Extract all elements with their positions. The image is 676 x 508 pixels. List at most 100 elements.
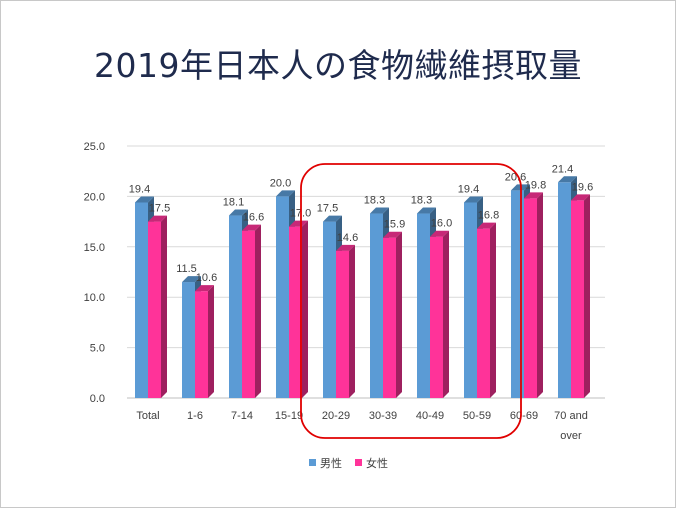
bar-front	[558, 182, 571, 398]
legend-label: 男性	[320, 456, 342, 470]
x-tick-label: 40-49	[416, 410, 444, 422]
data-label: 16.6	[243, 212, 264, 224]
bar-front	[430, 236, 443, 398]
bar-front	[511, 190, 524, 398]
bar	[477, 222, 496, 398]
data-label: 17.5	[149, 203, 170, 215]
bar-front	[182, 282, 195, 398]
x-tick-label: Total	[136, 410, 159, 422]
bar-side	[255, 224, 261, 398]
bar-front	[242, 230, 255, 398]
data-label: 19.4	[129, 183, 150, 195]
bar-top	[276, 190, 295, 197]
bar	[336, 244, 355, 398]
bar-front	[229, 215, 242, 398]
data-label: 18.3	[411, 195, 432, 207]
bar	[383, 231, 402, 398]
highlight-rect	[300, 163, 522, 439]
data-label: 19.8	[525, 179, 546, 191]
bar-front	[417, 213, 430, 398]
bar-top	[417, 207, 436, 214]
bar-top	[195, 285, 214, 292]
bar-top	[148, 215, 167, 222]
bar-front	[148, 221, 161, 398]
bar-top	[135, 196, 154, 203]
bar-side	[396, 231, 402, 398]
bar	[571, 194, 590, 398]
bar-top	[464, 196, 483, 203]
bar-side	[490, 222, 496, 398]
x-tick-label: over	[560, 430, 582, 442]
bar-front	[370, 213, 383, 398]
bar-front	[524, 198, 537, 398]
data-label: 20.0	[270, 177, 291, 189]
bar-side	[302, 220, 308, 398]
data-labels: 19.417.511.510.618.116.620.017.0 17.514.6…	[129, 163, 593, 284]
x-tick-label: 50-59	[463, 410, 491, 422]
data-label: 18.1	[223, 197, 244, 209]
data-label: 19.6	[572, 181, 593, 193]
bar-side	[161, 215, 167, 398]
legend-label: 女性	[366, 456, 388, 470]
x-axis-ticks: Total 1-6 7-14 15-19 20-29 30-39 40-49 50-59 60-…	[136, 410, 587, 442]
data-label: 17.5	[317, 203, 338, 215]
bar-top	[430, 230, 449, 237]
x-tick-label: 15-19	[275, 410, 303, 422]
bar-side	[584, 194, 590, 398]
data-label: 14.6	[337, 232, 358, 244]
bar-top	[558, 176, 577, 183]
data-label: 11.5	[176, 263, 197, 275]
legend-swatch	[309, 459, 316, 466]
legend-swatch	[355, 459, 362, 466]
bar	[195, 285, 214, 398]
bar	[524, 192, 543, 398]
bar-top	[524, 192, 543, 199]
x-tick-label: 70 and	[554, 410, 588, 422]
bar-top	[370, 207, 389, 214]
data-label: 19.4	[458, 183, 479, 195]
data-label: 18.3	[364, 195, 385, 207]
x-tick-label: 20-29	[322, 410, 350, 422]
bar-top	[289, 220, 308, 227]
x-tick-label: 1-6	[187, 410, 203, 422]
bar-top	[242, 224, 261, 231]
bar-top	[336, 244, 355, 251]
y-tick-label: 20.0	[84, 191, 105, 203]
bar-top	[383, 231, 402, 238]
bar-top	[229, 209, 248, 216]
data-label: 21.4	[552, 163, 573, 175]
bar-front	[289, 226, 302, 398]
y-tick-label: 25.0	[84, 141, 105, 153]
bar-front	[477, 228, 490, 398]
bar-front	[383, 237, 396, 398]
data-label: 20.6	[505, 171, 526, 183]
bars	[135, 176, 590, 398]
bar-side	[208, 285, 214, 398]
bar-side	[537, 192, 543, 398]
bar-top	[323, 215, 342, 222]
bar	[242, 224, 261, 398]
bar-front	[336, 250, 349, 398]
bar-side	[443, 230, 449, 398]
bar-top	[182, 276, 201, 283]
bar-top	[571, 194, 590, 201]
bar-front	[571, 200, 584, 398]
legend: 男性 女性	[309, 456, 388, 470]
x-tick-label: 30-39	[369, 410, 397, 422]
y-tick-label: 15.0	[84, 242, 105, 254]
data-label: 16.8	[478, 210, 499, 222]
y-tick-label: 5.0	[90, 343, 105, 355]
bar-front	[323, 221, 336, 398]
x-tick-label: 7-14	[231, 410, 253, 422]
data-label: 16.0	[431, 218, 452, 230]
y-tick-label: 10.0	[84, 292, 105, 304]
bar-front	[276, 196, 289, 398]
data-label: 10.6	[196, 272, 217, 284]
bar-side	[349, 244, 355, 398]
bar-front	[135, 202, 148, 398]
bar-front	[195, 291, 208, 398]
highlight-box	[300, 163, 522, 439]
y-axis-ticks: 0.0 5.0 10.0 15.0 20.0 25.0	[84, 141, 105, 405]
